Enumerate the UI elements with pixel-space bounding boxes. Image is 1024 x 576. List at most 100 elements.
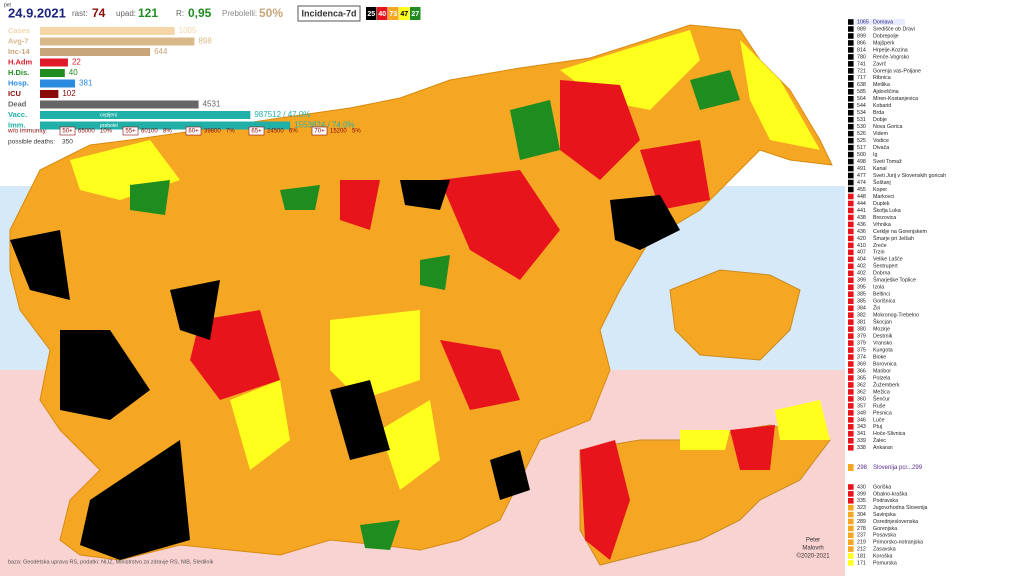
age-box — [311, 126, 328, 136]
color-swatch — [848, 256, 854, 263]
color-swatch — [848, 214, 854, 221]
list-value: 474 — [857, 180, 866, 186]
region — [380, 400, 440, 490]
list-value: 717 — [857, 75, 866, 81]
list-value: 402 — [857, 264, 866, 270]
list-name: Dobrna — [873, 271, 890, 277]
color-swatch — [848, 444, 854, 451]
color-swatch — [848, 424, 854, 430]
color-swatch — [848, 179, 854, 186]
category-count: 47 — [400, 11, 408, 18]
list-value: 365 — [857, 375, 866, 381]
color-swatch — [848, 158, 854, 165]
list-name: Ptuj — [873, 424, 882, 430]
highlight — [855, 19, 905, 25]
list-name: Borovnica — [873, 361, 897, 367]
list-value: 526 — [857, 131, 866, 137]
author: Peter — [806, 538, 820, 544]
stat-bar — [40, 69, 65, 77]
stat-value: 1553824 / 74,0% — [294, 121, 355, 130]
list-name: Zavrč — [873, 61, 887, 67]
list-name: Šmarje pri Jelšah — [873, 235, 914, 242]
list-name: Divača — [873, 145, 889, 151]
list-value: 477 — [857, 173, 866, 179]
color-swatch — [848, 123, 854, 130]
list-value: 721 — [857, 68, 866, 74]
list-name: Dornava — [873, 19, 893, 25]
stat-label: Imm. — [8, 120, 26, 129]
color-swatch — [848, 130, 854, 137]
category-box — [388, 7, 399, 20]
list-value: 384 — [857, 306, 866, 312]
growth: 74 — [92, 6, 106, 20]
color-swatch — [848, 186, 854, 193]
list-value: 544 — [857, 103, 866, 109]
region — [340, 180, 380, 230]
age-box — [248, 126, 265, 136]
list-name: Luče — [873, 417, 885, 423]
list-name: Sveti Jurij v Slovenskih goricah — [873, 173, 946, 179]
stat-label: Avg-7 — [8, 36, 29, 45]
region — [740, 40, 820, 150]
color-swatch — [848, 347, 854, 353]
recovered-label: Prebolelli: — [222, 9, 257, 18]
color-swatch — [848, 172, 854, 179]
list-name: Destrnik — [873, 334, 893, 340]
list-value: 360 — [857, 396, 866, 402]
region — [10, 230, 70, 300]
weekday: pet — [4, 2, 12, 8]
color-swatch — [848, 403, 854, 409]
list-value: 385 — [857, 292, 866, 298]
list-value: 278 — [857, 526, 866, 532]
list-value: 399 — [857, 491, 866, 497]
age-pct: 5% — [352, 129, 361, 135]
r-value: 0,95 — [188, 6, 212, 20]
list-name: Ribnica — [873, 75, 891, 81]
list-value: 346 — [857, 417, 866, 423]
age: 60+ — [188, 129, 199, 135]
list-value: 448 — [857, 194, 866, 200]
list-name: Kungota — [873, 347, 893, 353]
color-swatch — [848, 109, 854, 116]
list-value: 349 — [857, 410, 866, 416]
color-swatch — [848, 361, 854, 367]
color-swatch — [848, 340, 854, 346]
color-swatch — [848, 89, 854, 95]
age-pct: 10% — [100, 129, 113, 135]
list-name: Mokronog-Trebelno — [873, 313, 919, 319]
list-name: Obalno-kraška — [873, 491, 907, 497]
list-value: 369 — [857, 361, 866, 367]
stat-bar — [40, 58, 68, 67]
region-map-part — [580, 440, 630, 560]
slovenia-map — [9, 24, 833, 561]
region — [80, 440, 190, 560]
stat-bar — [40, 111, 251, 119]
color-swatch — [848, 546, 854, 552]
list-name: Mozirje — [873, 327, 890, 333]
color-swatch — [848, 291, 854, 298]
stat-value: 898 — [198, 37, 212, 46]
list-value: 362 — [857, 382, 866, 388]
age-pct: 7% — [226, 129, 235, 135]
stat-label: ICU — [8, 89, 21, 98]
list-name: Duplek — [873, 201, 890, 207]
date: 24.9.2021 — [8, 5, 66, 20]
stat-inner: prebolel — [100, 123, 118, 129]
list-value: 444 — [857, 201, 866, 207]
list-value: 531 — [857, 117, 866, 123]
list-value: 304 — [857, 512, 866, 518]
list-value: 866 — [857, 40, 866, 46]
color-swatch — [848, 438, 854, 444]
stat-value: 644 — [154, 47, 168, 56]
list-value: 381 — [857, 320, 866, 326]
color-swatch — [848, 75, 854, 81]
list-value: 564 — [857, 96, 866, 102]
color-swatch — [848, 249, 854, 256]
color-swatch — [848, 298, 854, 304]
region — [640, 140, 710, 210]
color-swatch — [848, 200, 854, 207]
list-name: Škofja Loka — [873, 207, 901, 214]
stat-value: 1005 — [179, 26, 197, 35]
recovered: 50% — [259, 6, 283, 20]
